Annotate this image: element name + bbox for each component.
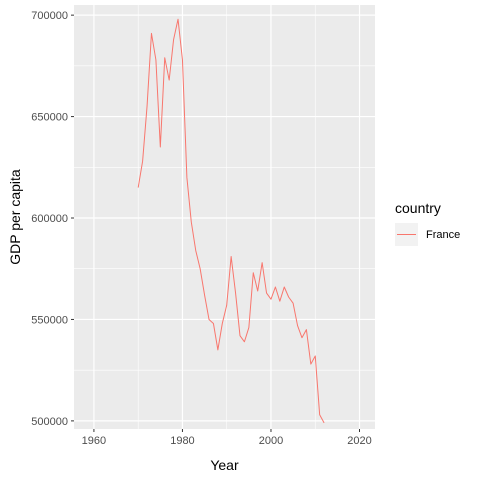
y-tick-label: 600000 (31, 213, 68, 225)
legend-label: France (426, 229, 460, 241)
legend-entries: France (395, 223, 460, 246)
y-axis: 500000 550000 600000 650000 700000 (31, 10, 74, 428)
x-axis-title: Year (210, 457, 239, 473)
y-tick-label: 500000 (31, 416, 68, 428)
x-tick-label: 2020 (347, 435, 371, 447)
x-tick-label: 1960 (82, 435, 106, 447)
y-axis-title: GDP per capita (7, 169, 23, 265)
x-axis: 1960 1980 2000 2020 (82, 429, 372, 447)
y-tick-label: 550000 (31, 314, 68, 326)
legend-title: country (395, 200, 441, 216)
series-line-france (137, 18, 325, 424)
minor-gridlines (74, 5, 375, 429)
legend: country France (395, 200, 460, 246)
series-layer (137, 18, 325, 424)
y-tick-label: 650000 (31, 112, 68, 124)
x-tick-label: 1980 (170, 435, 194, 447)
plot-panel (74, 5, 375, 429)
x-tick-label: 2000 (259, 435, 283, 447)
major-gridlines (74, 5, 375, 429)
y-tick-label: 700000 (31, 10, 68, 22)
